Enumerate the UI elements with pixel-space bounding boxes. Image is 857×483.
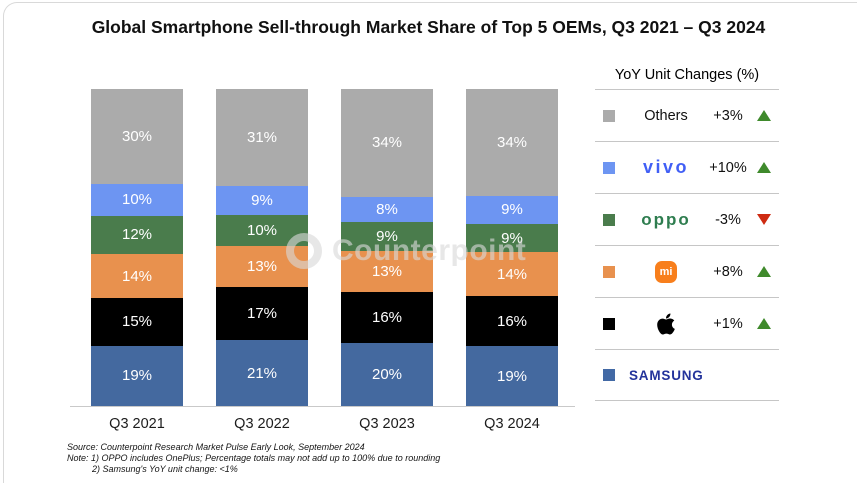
segment-apple: 16%	[341, 291, 433, 343]
segment-value-label: 10%	[246, 221, 278, 239]
segment-vivo: 9%	[216, 186, 308, 215]
x-axis-label: Q3 2022	[234, 416, 290, 432]
segment-value-label: 34%	[496, 133, 528, 151]
segment-value-label: 20%	[371, 365, 403, 383]
segment-value-label: 14%	[121, 267, 153, 285]
legend-row-others: Others +3%	[595, 89, 779, 141]
swatch-xiaomi	[603, 265, 615, 278]
segment-value-label: 19%	[496, 367, 528, 385]
swatch-oppo	[603, 213, 615, 226]
segment-value-label: 30%	[121, 128, 153, 146]
stacked-bar-chart: 30% 10% 12% 14% 15% 19% 31% 9% 10% 13% 17% 21% 34% 8%…	[70, 89, 575, 432]
footnotes: Source: Counterpoint Research Market Pul…	[67, 442, 440, 474]
xiaomi-change: +8%	[713, 263, 743, 280]
segment-xiaomi: 14%	[91, 253, 183, 299]
segment-value-label: 15%	[121, 313, 153, 331]
segment-xiaomi: 13%	[341, 250, 433, 292]
footnote-source: Source: Counterpoint Research Market Pul…	[67, 442, 365, 452]
segment-value-label: 16%	[496, 312, 528, 330]
segment-value-label: 13%	[246, 257, 278, 275]
oppo-logo: oppo	[641, 209, 691, 229]
segment-xiaomi: 14%	[466, 252, 558, 297]
legend-row-oppo: oppo -3%	[595, 193, 779, 245]
segment-value-label: 19%	[121, 367, 153, 385]
swatch-samsung	[603, 369, 615, 381]
others-label: Others	[644, 107, 688, 124]
segment-samsung: 21%	[216, 340, 308, 406]
footnote-note1: Note: 1) OPPO includes OnePlus; Percenta…	[67, 452, 441, 463]
segment-others: 31%	[216, 89, 308, 187]
vivo-logo: vivo	[642, 157, 690, 177]
up-triangle-icon	[757, 162, 771, 173]
vivo-change: +10%	[709, 159, 747, 176]
segment-oppo: 10%	[216, 214, 308, 246]
x-axis-label: Q3 2023	[359, 416, 415, 432]
stacked-bar-q3-2023: 34% 8% 9% 13% 16% 20%	[341, 89, 433, 406]
segment-value-label: 14%	[496, 265, 528, 283]
segment-vivo: 10%	[91, 184, 183, 216]
segment-others: 30%	[91, 89, 183, 185]
xiaomi-mi-logo: mi	[655, 260, 677, 283]
legend-row-xiaomi: mi +8%	[595, 245, 779, 297]
segment-value-label: 31%	[246, 129, 278, 147]
stacked-bar-q3-2021: 30% 10% 12% 14% 15% 19%	[91, 89, 183, 406]
segment-xiaomi: 13%	[216, 245, 308, 287]
legend-heading: YoY Unit Changes (%)	[614, 66, 760, 83]
segment-others: 34%	[341, 89, 433, 197]
others-change: +3%	[713, 107, 743, 124]
chart-title: Global Smartphone Sell-through Market Sh…	[91, 17, 766, 37]
up-triangle-icon	[757, 110, 771, 121]
samsung-logo: SAMSUNG	[629, 367, 704, 383]
segment-apple: 16%	[466, 296, 558, 347]
apple-logo-icon	[657, 313, 675, 334]
segment-value-label: 9%	[251, 191, 273, 209]
segment-value-label: 10%	[121, 191, 153, 209]
segment-value-label: 17%	[246, 304, 278, 322]
segment-value-label: 12%	[121, 226, 153, 244]
legend-row-samsung: SAMSUNG	[595, 349, 779, 401]
up-triangle-icon	[757, 266, 771, 277]
down-triangle-icon	[757, 214, 771, 225]
segment-value-label: 9%	[376, 227, 398, 245]
x-axis: Q3 2021 Q3 2022 Q3 2023 Q3 2024	[70, 407, 575, 432]
segment-samsung: 19%	[91, 345, 183, 406]
legend-panel: YoY Unit Changes (%) Others +3% vivo +10…	[595, 60, 779, 401]
oppo-change: -3%	[715, 211, 741, 228]
segment-value-label: 8%	[376, 200, 398, 218]
footnote-note2: 2) Samsung's YoY unit change: <1%	[92, 463, 238, 474]
legend-row-apple: +1%	[595, 297, 779, 349]
swatch-vivo	[603, 161, 615, 174]
swatch-others	[603, 109, 615, 122]
segment-samsung: 20%	[341, 342, 433, 406]
up-triangle-icon	[757, 318, 771, 329]
segment-value-label: 16%	[371, 308, 403, 326]
segment-value-label: 13%	[371, 262, 403, 280]
apple-change: +1%	[713, 315, 743, 332]
segment-vivo: 9%	[466, 195, 558, 224]
segment-value-label: 34%	[371, 134, 403, 152]
swatch-apple	[603, 317, 615, 330]
segment-value-label: 21%	[246, 364, 278, 382]
x-axis-label: Q3 2021	[109, 416, 165, 432]
stacked-bar-q3-2024: 34% 9% 9% 14% 16% 19%	[466, 89, 558, 406]
segment-samsung: 19%	[466, 346, 558, 406]
segment-oppo: 9%	[341, 222, 433, 251]
bars-area: 30% 10% 12% 14% 15% 19% 31% 9% 10% 13% 17% 21% 34% 8%…	[70, 89, 575, 407]
segment-apple: 17%	[216, 286, 308, 341]
segment-value-label: 9%	[501, 201, 523, 219]
segment-oppo: 12%	[91, 215, 183, 254]
segment-apple: 15%	[91, 298, 183, 346]
stacked-bar-q3-2022: 31% 9% 10% 13% 17% 21%	[216, 89, 308, 406]
x-axis-label: Q3 2024	[484, 416, 540, 432]
segment-oppo: 9%	[466, 223, 558, 253]
legend-row-vivo: vivo +10%	[595, 141, 779, 193]
segment-vivo: 8%	[341, 196, 433, 223]
segment-value-label: 9%	[501, 229, 523, 247]
segment-others: 34%	[466, 89, 558, 196]
